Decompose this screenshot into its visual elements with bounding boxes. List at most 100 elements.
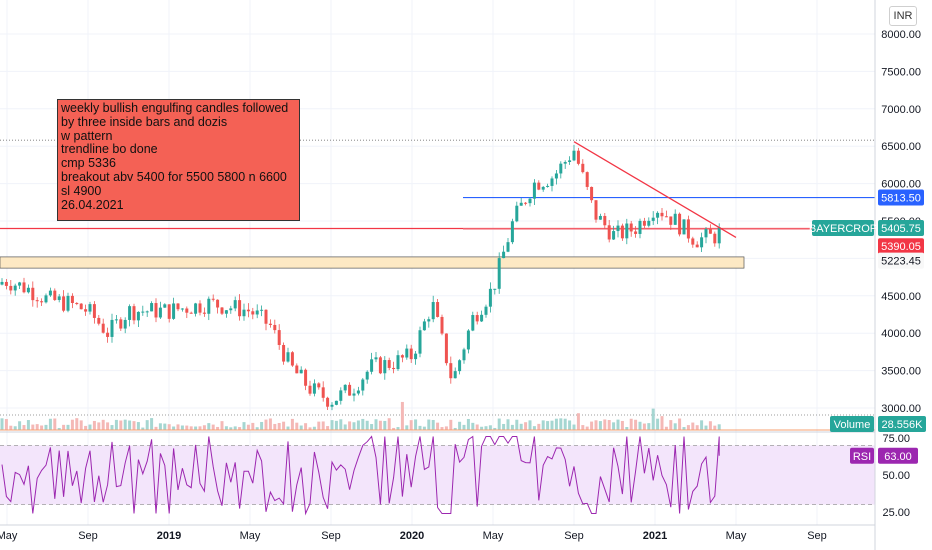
candle-body <box>260 309 264 311</box>
currency-badge[interactable]: INR <box>889 6 917 26</box>
volume-bar <box>334 420 338 430</box>
volume-bar <box>506 419 510 430</box>
candle-body <box>713 233 717 244</box>
candle-body <box>268 323 272 325</box>
candle-body <box>480 314 484 322</box>
candle-body <box>370 359 374 372</box>
annotation-note[interactable]: weekly bullish engulfing candles followe… <box>57 99 300 221</box>
candle-body <box>466 330 470 350</box>
volume-bar <box>387 418 391 430</box>
candle-body <box>625 223 629 239</box>
candle-body <box>449 363 453 379</box>
time-tick-label: 2021 <box>643 530 667 542</box>
volume-bar <box>625 427 629 430</box>
volume-bar <box>53 418 57 430</box>
candle-body <box>524 202 528 204</box>
volume-bar <box>255 427 259 430</box>
candle-body <box>44 295 48 303</box>
volume-bar <box>576 413 580 430</box>
volume-bar <box>167 424 171 430</box>
candle-body <box>242 309 246 317</box>
candle-body <box>180 308 184 310</box>
candle-body <box>194 303 198 314</box>
candle-body <box>207 298 211 314</box>
candle-body <box>414 353 418 360</box>
candle-body <box>106 332 110 337</box>
candle-body <box>563 161 567 164</box>
volume-bar <box>603 419 607 430</box>
volume-value: 28.556K <box>882 419 924 431</box>
candle-body <box>620 225 624 239</box>
candle-body <box>97 317 101 324</box>
volume-bar <box>497 418 501 430</box>
volume-bar <box>273 423 277 430</box>
volume-bar <box>172 426 176 430</box>
candle-body <box>704 229 708 238</box>
volume-bar <box>708 421 712 430</box>
candle-body <box>546 185 550 187</box>
volume-bar <box>246 424 250 430</box>
volume-bar <box>48 418 52 430</box>
rsi-label-bg <box>850 447 874 464</box>
candle-body <box>251 311 255 315</box>
candle-body <box>136 311 140 321</box>
candle-body <box>537 182 541 190</box>
volume-bar <box>123 419 127 430</box>
volume-bar <box>88 424 92 430</box>
volume-bar <box>374 419 378 430</box>
volume-bar <box>119 420 123 430</box>
price-tick-label: 4000.00 <box>881 328 921 340</box>
volume-bar <box>365 420 369 430</box>
candle-body <box>101 323 105 333</box>
volume-bar <box>233 426 237 430</box>
level-5390-label: 5390.05 <box>881 241 921 253</box>
level-5223-label-bg <box>878 252 924 269</box>
volume-bar <box>475 424 479 430</box>
symbol-label-bg <box>812 220 874 237</box>
candle-body <box>13 285 17 291</box>
candle-body <box>150 303 154 312</box>
candle-body <box>409 348 413 360</box>
rsi-pane <box>0 431 875 516</box>
candle-body <box>92 304 96 318</box>
candle-body <box>458 360 462 372</box>
candle-body <box>176 303 180 310</box>
time-tick-label: 2020 <box>400 530 424 542</box>
candle-body <box>607 225 611 240</box>
candle-body <box>224 310 228 314</box>
rsi-tick-label: 75.00 <box>882 433 910 445</box>
volume-bar <box>466 418 470 430</box>
candle-body <box>308 385 312 394</box>
candle-body <box>114 319 118 321</box>
volume-bar <box>449 419 453 430</box>
volume-bar <box>238 427 242 430</box>
volume-bar <box>26 420 30 430</box>
candle-body <box>396 355 400 370</box>
candle-body <box>343 384 347 391</box>
volume-bar <box>515 419 519 430</box>
volume-bar <box>282 421 286 430</box>
price-tick-label: 3500.00 <box>881 366 921 378</box>
candle-body <box>695 244 699 248</box>
level-5813-label: 5813.50 <box>881 193 921 205</box>
volume-bar <box>510 424 514 430</box>
level-5223-label: 5223.45 <box>881 256 921 268</box>
candle-body <box>691 238 695 245</box>
time-tick-label: May <box>240 530 261 542</box>
volume-bar <box>62 424 66 430</box>
volume-bar <box>106 422 110 430</box>
volume-bar <box>348 421 352 430</box>
candle-body <box>400 355 404 358</box>
volume-bar <box>532 426 536 430</box>
candle-body <box>110 319 114 337</box>
candle-body <box>568 160 572 162</box>
last-price-label: 5405.75 <box>881 223 921 235</box>
candle-body <box>392 367 396 370</box>
symbol-label: BAYERCROP <box>809 223 877 235</box>
volume-bar <box>202 425 206 430</box>
candle-body <box>642 220 646 226</box>
candle-body <box>550 178 554 186</box>
candle-body <box>330 404 334 407</box>
rsi-tick-label: 50.00 <box>882 470 910 482</box>
